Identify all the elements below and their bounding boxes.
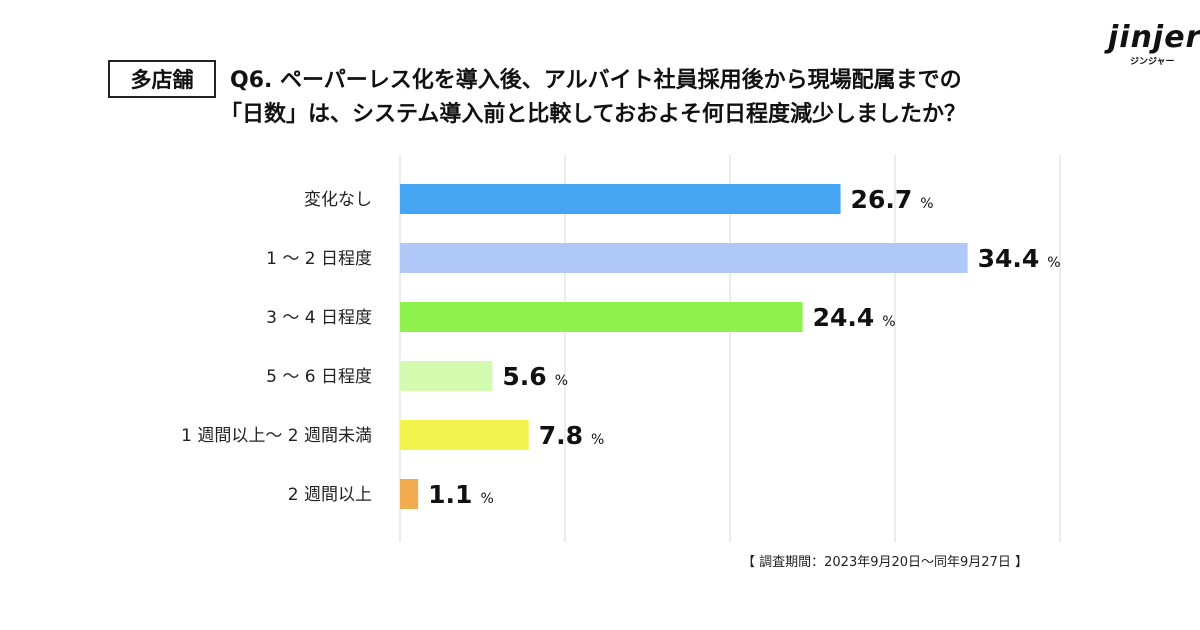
category-label: 2 週間以上 [288, 485, 372, 505]
bar-1 [400, 243, 968, 273]
segment-tag: 多店舗 [108, 60, 216, 98]
category-label: 5 〜 6 日程度 [266, 367, 372, 387]
category-label: 1 週間以上〜 2 週間未満 [181, 426, 372, 446]
value-label: 5.6% [502, 362, 568, 391]
survey-period-note: 【 調査期間：2023年9月20日〜同年9月27日 】 [742, 555, 1028, 570]
bar-2 [400, 302, 803, 332]
jinjer-logo: jinjer ジンジャー [1102, 8, 1200, 68]
category-label: 3 〜 4 日程度 [266, 308, 372, 328]
value-label: 7.8% [539, 421, 605, 450]
logo-wordmark: jinjer [1108, 20, 1200, 55]
category-label: 1 〜 2 日程度 [266, 249, 372, 269]
chart-title: Q6. ペーパーレス化を導入後、アルバイト社員採用後から現場配属までの 「日数」… [220, 64, 966, 132]
category-label: 変化なし [304, 190, 372, 210]
bar-4 [400, 420, 529, 450]
chart-value-labels: 26.7 % 34.4 % 24.4 % 5.6 % 7.8 % 1.1% [428, 185, 1060, 509]
chart-title-line1: Q6. ペーパーレス化を導入後、アルバイト社員採用後から現場配属までの [230, 68, 962, 93]
chart-gridlines [399, 155, 1061, 542]
value-label: 24.4% [813, 303, 896, 332]
logo-kana: ジンジャー [1130, 57, 1175, 67]
value-label: 26.7% [851, 185, 934, 214]
chart-title-line2: 「日数」は、システム導入前と比較しておおよそ何日程度減少しましたか？ [220, 102, 967, 127]
bar-5 [400, 479, 419, 509]
chart-bars [400, 184, 968, 509]
value-label: 1.1% [428, 480, 494, 509]
chart-category-labels: 変化なし 1 〜 2 日程度 3 〜 4 日程度 5 〜 6 日程度 1 週間以上〜 2… [181, 190, 372, 505]
value-label: 34.4% [978, 244, 1061, 273]
bar-3 [400, 361, 493, 391]
bar-0 [400, 184, 841, 214]
